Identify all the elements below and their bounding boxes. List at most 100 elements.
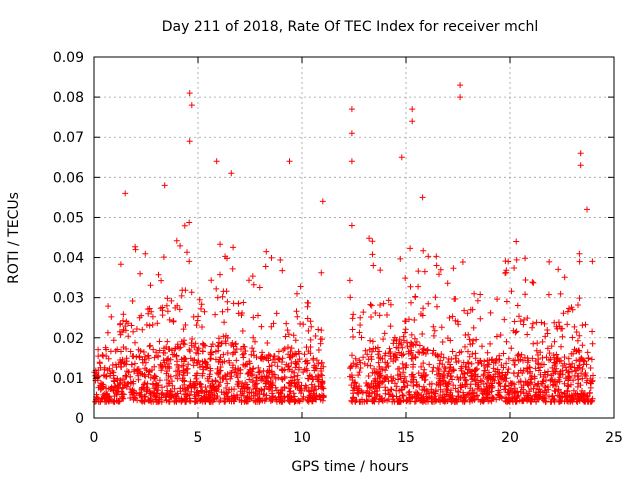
- data-point: [141, 394, 148, 400]
- data-point: [576, 250, 583, 257]
- data-point: [474, 297, 481, 304]
- data-point: [502, 378, 509, 385]
- data-point: [139, 326, 146, 333]
- data-point: [380, 336, 387, 343]
- data-point: [360, 354, 367, 361]
- data-point: [296, 398, 303, 405]
- data-point: [546, 357, 552, 364]
- data-point: [381, 330, 388, 337]
- data-point: [421, 345, 427, 352]
- data-point: [177, 385, 184, 392]
- data-point: [450, 367, 457, 374]
- data-point: [517, 318, 524, 325]
- data-point: [562, 375, 569, 382]
- data-point: [220, 389, 227, 396]
- data-point: [186, 90, 193, 97]
- data-point: [305, 387, 312, 394]
- data-point: [393, 383, 400, 390]
- data-point: [224, 350, 231, 356]
- data-point: [501, 316, 508, 323]
- data-point: [445, 359, 452, 366]
- data-point: [240, 361, 247, 368]
- data-point: [101, 364, 108, 371]
- data-point: [249, 273, 256, 280]
- data-point: [419, 374, 426, 381]
- data-point: [177, 242, 184, 249]
- data-point: [158, 365, 165, 371]
- data-point: [440, 354, 447, 361]
- data-point: [472, 371, 479, 378]
- data-point: [441, 398, 448, 405]
- data-point: [587, 365, 594, 371]
- data-point: [542, 371, 549, 378]
- data-point: [563, 394, 570, 401]
- data-point: [287, 348, 294, 355]
- data-point: [158, 391, 165, 398]
- data-point: [558, 343, 564, 350]
- data-point: [434, 303, 440, 310]
- data-point: [141, 356, 148, 363]
- data-point: [564, 308, 571, 315]
- y-tick-label: 0.09: [53, 50, 84, 66]
- data-point: [560, 310, 567, 317]
- data-point: [160, 349, 167, 356]
- data-point: [475, 359, 482, 366]
- data-point: [240, 299, 247, 306]
- data-point: [533, 319, 540, 326]
- data-point: [291, 379, 298, 386]
- data-point: [424, 346, 431, 353]
- data-point: [369, 369, 376, 376]
- data-point: [163, 370, 170, 377]
- data-point: [142, 373, 149, 380]
- data-point: [285, 363, 292, 369]
- data-point: [166, 380, 173, 387]
- data-point: [517, 356, 524, 363]
- data-point: [277, 389, 284, 396]
- data-point: [511, 394, 518, 401]
- data-point: [512, 398, 519, 405]
- data-point: [228, 386, 235, 393]
- data-point: [269, 387, 276, 394]
- data-point: [202, 364, 209, 371]
- data-point: [387, 391, 393, 398]
- data-point: [141, 380, 148, 386]
- data-point: [530, 340, 537, 347]
- data-point: [388, 373, 395, 380]
- data-point: [529, 320, 536, 327]
- data-point: [181, 378, 188, 385]
- data-point: [499, 372, 506, 379]
- data-point: [284, 327, 291, 334]
- x-axis-label: GPS time / hours: [291, 459, 408, 475]
- data-point: [154, 320, 161, 327]
- data-point: [191, 344, 198, 351]
- data-point: [255, 312, 261, 319]
- data-point: [434, 353, 441, 360]
- data-point: [390, 337, 397, 343]
- x-tick-label: 5: [194, 430, 203, 446]
- data-point: [449, 376, 456, 383]
- data-point: [430, 323, 437, 330]
- data-point: [139, 397, 146, 404]
- data-point: [191, 398, 198, 405]
- data-point: [461, 381, 468, 388]
- data-point: [142, 250, 149, 257]
- data-point: [239, 351, 246, 358]
- data-point: [486, 369, 492, 376]
- data-point: [223, 376, 230, 383]
- data-point: [145, 369, 152, 375]
- data-point: [315, 326, 322, 333]
- data-point: [122, 323, 129, 330]
- data-point: [575, 302, 581, 308]
- data-point: [275, 355, 282, 362]
- data-point: [257, 355, 264, 362]
- data-point: [360, 309, 367, 316]
- data-point: [149, 321, 156, 328]
- data-point: [479, 378, 485, 385]
- data-point: [221, 319, 228, 326]
- data-point: [530, 279, 537, 286]
- data-point: [199, 372, 206, 379]
- data-point: [419, 331, 426, 337]
- data-point: [556, 374, 563, 381]
- data-point: [199, 324, 205, 330]
- data-point: [136, 369, 143, 375]
